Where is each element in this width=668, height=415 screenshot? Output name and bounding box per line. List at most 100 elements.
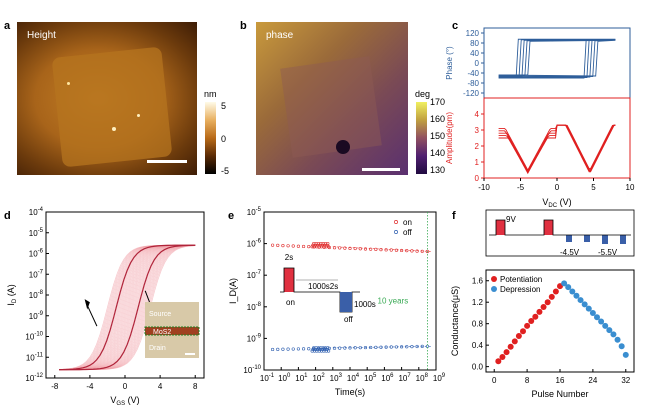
timing-label: 1000s2s <box>308 282 338 291</box>
image-label-height: Height <box>27 30 56 41</box>
on-state-point <box>326 245 331 249</box>
legend-label: off <box>403 228 413 237</box>
x-tick-label: 8 <box>193 382 198 391</box>
pulse-train-box <box>485 209 635 257</box>
x-tick-label: 10-1 <box>260 373 275 383</box>
depression-point <box>606 327 613 334</box>
x-axis-title: VGS (V) <box>110 395 139 407</box>
x-axis-title: Pulse Number <box>531 389 588 399</box>
on-state-point <box>307 245 311 249</box>
y-tick-label: 10-4 <box>29 207 44 217</box>
y-tick-label: 4 <box>475 110 480 119</box>
extrapolation-line <box>332 246 433 252</box>
x-tick-label: 100 <box>278 373 291 383</box>
inset-label-drain: Drain <box>149 345 166 352</box>
on-state-point <box>338 246 342 250</box>
scale-bar <box>147 160 187 163</box>
y-tick-label: 0 <box>475 59 480 68</box>
x-tick-label: 109 <box>433 373 446 383</box>
write-pulse <box>284 268 294 292</box>
afm-height-image: Height <box>17 22 197 175</box>
y-axis-title: Phase (°) <box>445 46 454 80</box>
on-state-point <box>353 246 357 251</box>
colorbar-tick: 160 <box>430 114 446 124</box>
off-state-point <box>338 346 342 350</box>
potentiation-point <box>540 304 547 311</box>
y-tick-label: 120 <box>466 29 480 38</box>
y-tick-label: 2 <box>475 142 480 151</box>
reset-pulse <box>602 235 608 244</box>
arrow-head <box>84 299 90 310</box>
y-tick-label: 10-8 <box>247 302 262 312</box>
state-label-on: on <box>286 298 295 307</box>
on-state-point <box>358 247 362 251</box>
y-tick-label: 10-11 <box>26 352 44 362</box>
timing-label: 2s <box>285 253 293 262</box>
on-state-point <box>296 244 300 248</box>
chart-e: 10-10 10-9 10-8 10-7 10-6 10-5 10-1 100 101 102 10… <box>228 207 446 397</box>
set-pulse <box>496 220 505 235</box>
pfm-phase-image: phase <box>256 22 408 175</box>
depression-point <box>622 351 629 358</box>
depression-point <box>594 314 600 321</box>
x-tick-label: 107 <box>398 373 411 383</box>
off-state-point <box>296 347 300 351</box>
potentiation-point <box>544 299 551 306</box>
pulse-label: -4.5V <box>560 248 580 257</box>
panel-label-c: c <box>452 20 459 32</box>
pulse-waveform <box>489 219 631 236</box>
potentiation-point <box>515 333 522 340</box>
reset-pulse <box>620 235 626 244</box>
colorbar-phase <box>416 102 427 174</box>
on-state-point <box>348 246 352 250</box>
x-tick-label: 106 <box>381 373 394 383</box>
pulse-label: 9V <box>506 215 516 224</box>
depression-point <box>614 336 621 343</box>
colorbar-tick: 170 <box>430 97 446 107</box>
off-state-point <box>276 347 280 351</box>
potentiation-point <box>528 318 535 324</box>
extrapolation-line <box>332 346 433 349</box>
on-state-point <box>379 248 383 252</box>
colorbar-unit: nm <box>204 89 217 99</box>
legend-marker <box>394 230 398 234</box>
on-state-point <box>301 244 306 249</box>
depression-point <box>585 305 592 312</box>
on-state-point <box>363 247 368 251</box>
x-tick-label: 0 <box>555 183 560 192</box>
on-state-point <box>389 248 393 252</box>
on-state-point <box>369 247 373 251</box>
x-tick-label: 10 <box>626 183 635 192</box>
timing-label: 1000s <box>354 300 376 309</box>
y-axis-title: I_D(A) <box>228 278 238 304</box>
x-tick-label: 4 <box>158 382 163 391</box>
x-tick-label: 104 <box>347 373 360 383</box>
on-state-point <box>374 247 378 251</box>
on-state-point <box>291 244 295 248</box>
depression-point <box>589 309 596 316</box>
colorbar-tick: -5 <box>221 166 230 176</box>
x-tick-label: 103 <box>330 373 343 383</box>
y-tick-label: 10-7 <box>29 269 44 279</box>
on-state-point <box>281 244 285 248</box>
x-tick-label: 24 <box>588 376 597 385</box>
colorbar-tick: 150 <box>430 131 446 141</box>
potentiation-point <box>503 349 510 356</box>
chart-f: 9V -4.5V -5.5V 0.0 0.4 0.8 1.2 1.6 0 8 16 24 32 Poten… <box>450 209 635 399</box>
legend-marker <box>491 286 497 292</box>
potentiation-point <box>532 313 539 320</box>
potentiation-point <box>511 338 518 345</box>
off-state-point <box>307 347 311 351</box>
scale-bar <box>362 168 400 171</box>
y-tick-label: -120 <box>463 89 480 98</box>
y-tick-label: 10-5 <box>29 228 44 238</box>
set-pulse <box>544 220 553 235</box>
pulse-label: -5.5V <box>598 248 618 257</box>
colorbar-height <box>205 102 216 174</box>
depression-point <box>598 318 605 325</box>
x-tick-label: 105 <box>364 373 377 383</box>
scale-bar <box>185 353 195 355</box>
y-axis-title: Conductance(μS) <box>450 286 460 356</box>
y-tick-label: 10-10 <box>243 365 261 375</box>
on-state-point <box>384 248 388 252</box>
